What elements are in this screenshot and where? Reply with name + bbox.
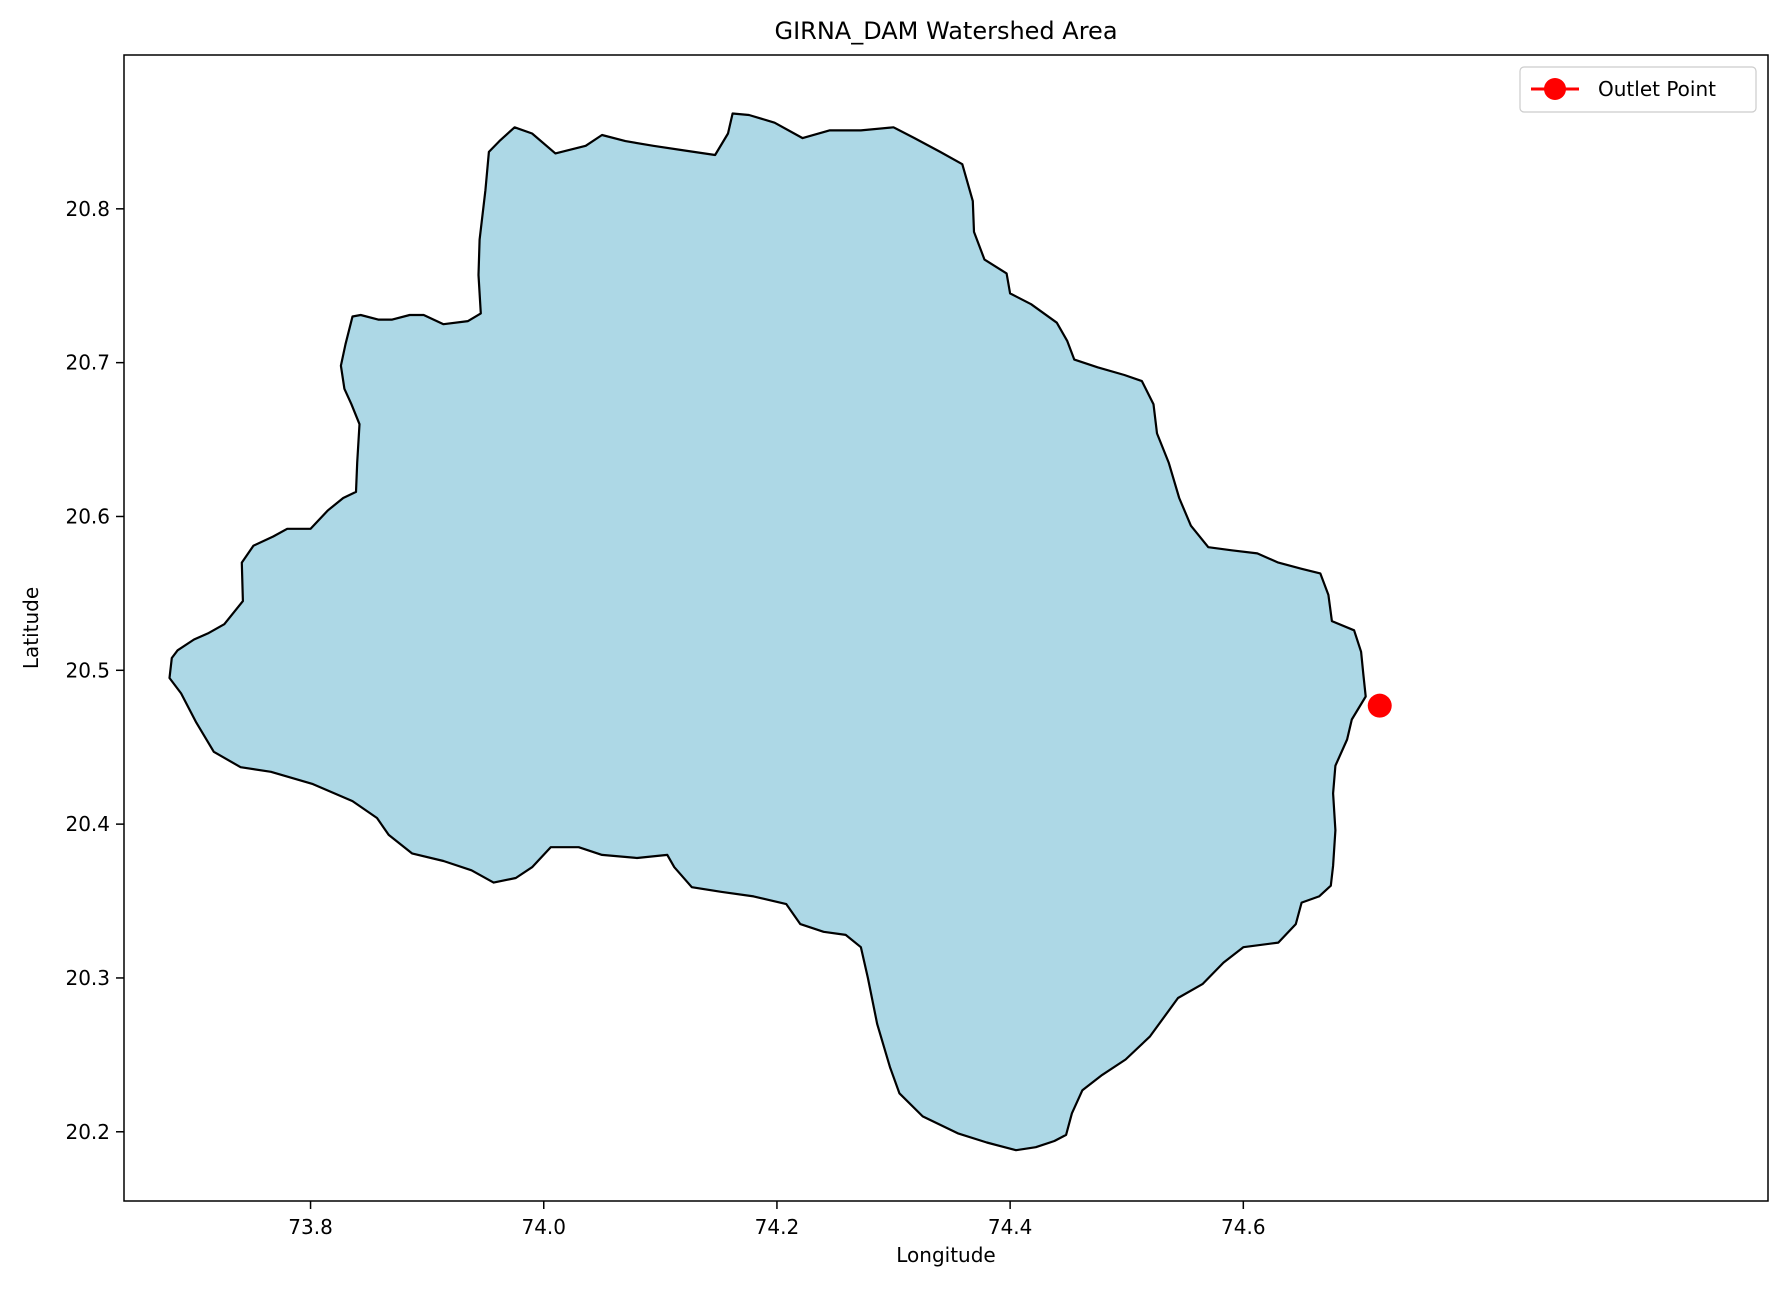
chart-title: GIRNA_DAM Watershed Area	[774, 17, 1117, 45]
y-tick-label: 20.6	[65, 504, 110, 528]
y-tick-label: 20.2	[65, 1120, 110, 1144]
y-axis-ticks: 20.2 20.3 20.4 20.5 20.6 20.7 20.8	[65, 197, 124, 1144]
x-tick-label: 74.6	[1221, 1215, 1266, 1239]
watershed-polygon	[168, 112, 1367, 1152]
legend: Outlet Point	[1519, 66, 1757, 113]
y-axis-label: Latitude	[19, 587, 43, 669]
y-tick-label: 20.7	[65, 351, 110, 375]
axes-frame	[123, 54, 1769, 1202]
y-tick-label: 20.5	[65, 658, 110, 682]
x-tick-label: 74.0	[521, 1215, 566, 1239]
plot-area	[168, 112, 1392, 1152]
x-axis-label: Longitude	[896, 1243, 995, 1267]
x-axis-ticks: 73.8 74.0 74.2 74.4 74.6	[288, 1201, 1266, 1239]
x-tick-label: 74.4	[988, 1215, 1033, 1239]
x-tick-label: 73.8	[288, 1215, 333, 1239]
y-tick-label: 20.4	[65, 812, 110, 836]
outlet-point-marker	[1367, 693, 1392, 718]
x-tick-label: 74.2	[755, 1215, 800, 1239]
legend-box	[1519, 66, 1757, 113]
y-tick-label: 20.8	[65, 197, 110, 221]
legend-outlet-marker	[1544, 78, 1566, 100]
y-tick-label: 20.3	[65, 966, 110, 990]
legend-label-outlet-point: Outlet Point	[1598, 77, 1716, 101]
